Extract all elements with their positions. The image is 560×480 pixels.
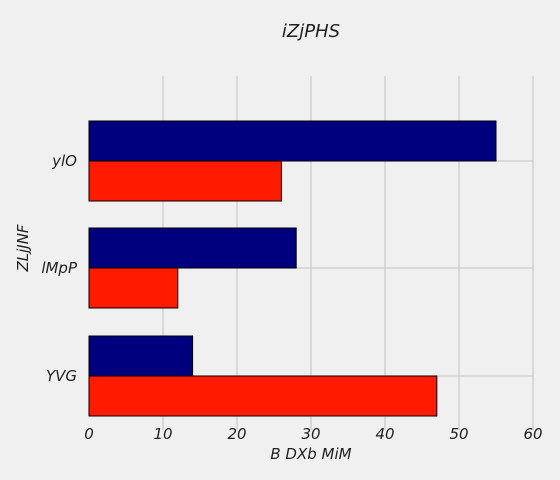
x-tick-labels: 0 10 20 30 40 50 60 — [84, 425, 542, 443]
bars — [88, 120, 497, 417]
chart-title: iZjPHS — [282, 21, 340, 42]
bar — [88, 160, 282, 202]
bar — [88, 267, 179, 309]
bar — [88, 120, 497, 162]
x-tick-label: 10 — [153, 425, 172, 443]
y-tick-labels: YVG lMpP ylO — [41, 152, 78, 385]
y-tick-label: YVG — [46, 367, 77, 385]
x-tick-label: 20 — [227, 425, 246, 443]
x-tick-label: 60 — [523, 425, 542, 443]
y-tick-label: lMpP — [41, 259, 78, 277]
bar — [88, 227, 297, 269]
x-tick-label: 50 — [449, 425, 468, 443]
bar — [88, 375, 438, 417]
x-tick-label: 30 — [301, 425, 320, 443]
bar — [88, 335, 194, 377]
x-tick-label: 40 — [375, 425, 394, 443]
x-tick-label: 0 — [84, 425, 94, 443]
y-tick-label: ylO — [51, 152, 77, 170]
y-axis-label: ZLjJNF — [14, 224, 32, 272]
x-axis-label: B DXb MiM — [270, 445, 351, 463]
